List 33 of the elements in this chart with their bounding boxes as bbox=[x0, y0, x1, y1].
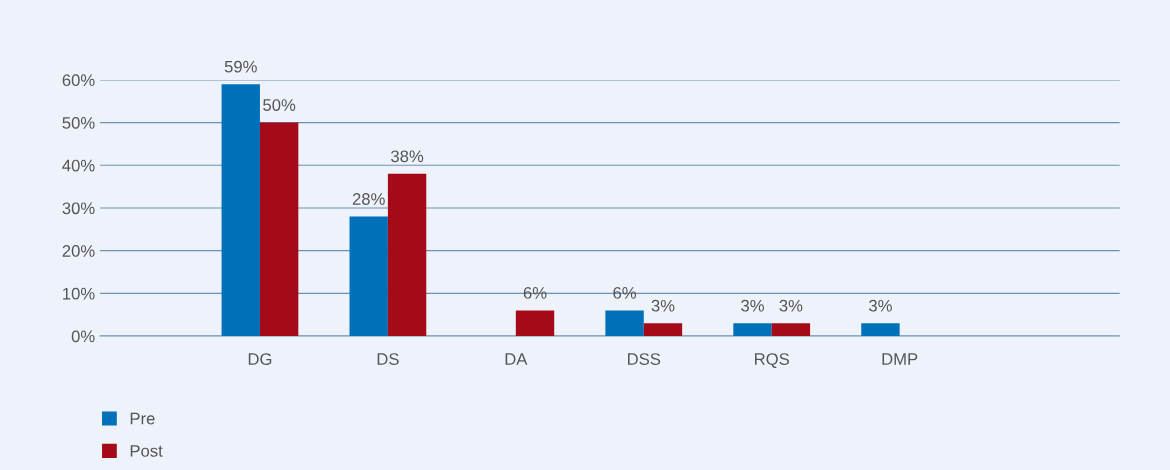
data-label: 3% bbox=[651, 299, 675, 312]
bar bbox=[771, 323, 811, 337]
data-label: 3% bbox=[741, 299, 764, 312]
y-tick-label: 40% bbox=[62, 159, 95, 172]
data-label: 28% bbox=[352, 193, 385, 205]
bar bbox=[259, 122, 299, 337]
bar bbox=[861, 323, 900, 337]
bar bbox=[605, 310, 644, 337]
data-label: 59% bbox=[224, 60, 257, 73]
bar bbox=[733, 323, 772, 337]
y-tick-label: 0% bbox=[71, 330, 95, 343]
legend-label: Post bbox=[130, 445, 163, 457]
bar bbox=[643, 323, 683, 337]
x-tick-label: RQS bbox=[755, 353, 789, 368]
legend-label: Pre bbox=[130, 412, 155, 425]
bar bbox=[387, 173, 427, 337]
data-label: 3% bbox=[869, 299, 892, 312]
data-label: 3% bbox=[779, 299, 803, 312]
x-tick-label: DA bbox=[505, 353, 528, 365]
bar bbox=[221, 84, 260, 337]
data-label: 38% bbox=[391, 150, 424, 163]
x-tick-label: DSS bbox=[628, 353, 661, 365]
y-tick-label: 60% bbox=[62, 74, 95, 87]
y-tick-label: 10% bbox=[63, 287, 95, 300]
y-tick-label: 30% bbox=[62, 202, 95, 215]
y-tick-label: 50% bbox=[62, 116, 95, 129]
x-tick-label: DMP bbox=[882, 353, 918, 365]
x-tick-label: DG bbox=[248, 353, 272, 365]
x-tick-label: DS bbox=[377, 353, 399, 365]
data-label: 50% bbox=[263, 99, 296, 111]
bar bbox=[349, 216, 388, 337]
y-tick-label: 20% bbox=[62, 245, 95, 257]
bar bbox=[515, 310, 555, 337]
